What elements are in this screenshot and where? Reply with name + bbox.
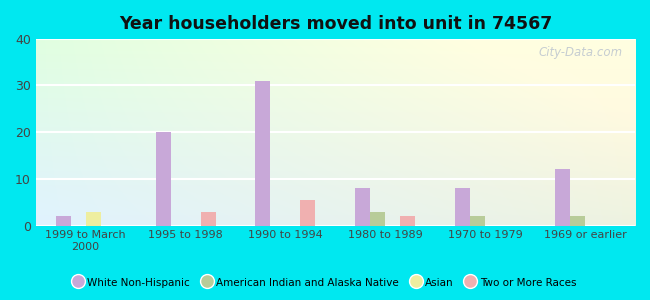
Bar	[455, 188, 470, 226]
Bar	[400, 216, 415, 226]
Bar	[155, 132, 170, 226]
Bar	[470, 216, 485, 226]
Bar	[255, 81, 270, 226]
Bar	[86, 212, 101, 226]
Title: Year householders moved into unit in 74567: Year householders moved into unit in 745…	[119, 15, 552, 33]
Bar	[570, 216, 585, 226]
Bar	[356, 188, 370, 226]
Bar	[555, 169, 570, 226]
Bar	[370, 212, 385, 226]
Legend: White Non-Hispanic, American Indian and Alaska Native, Asian, Two or More Races: White Non-Hispanic, American Indian and …	[70, 273, 580, 292]
Text: City-Data.com: City-Data.com	[539, 46, 623, 59]
Bar	[201, 212, 216, 226]
Bar	[300, 200, 315, 226]
Bar	[56, 216, 71, 226]
